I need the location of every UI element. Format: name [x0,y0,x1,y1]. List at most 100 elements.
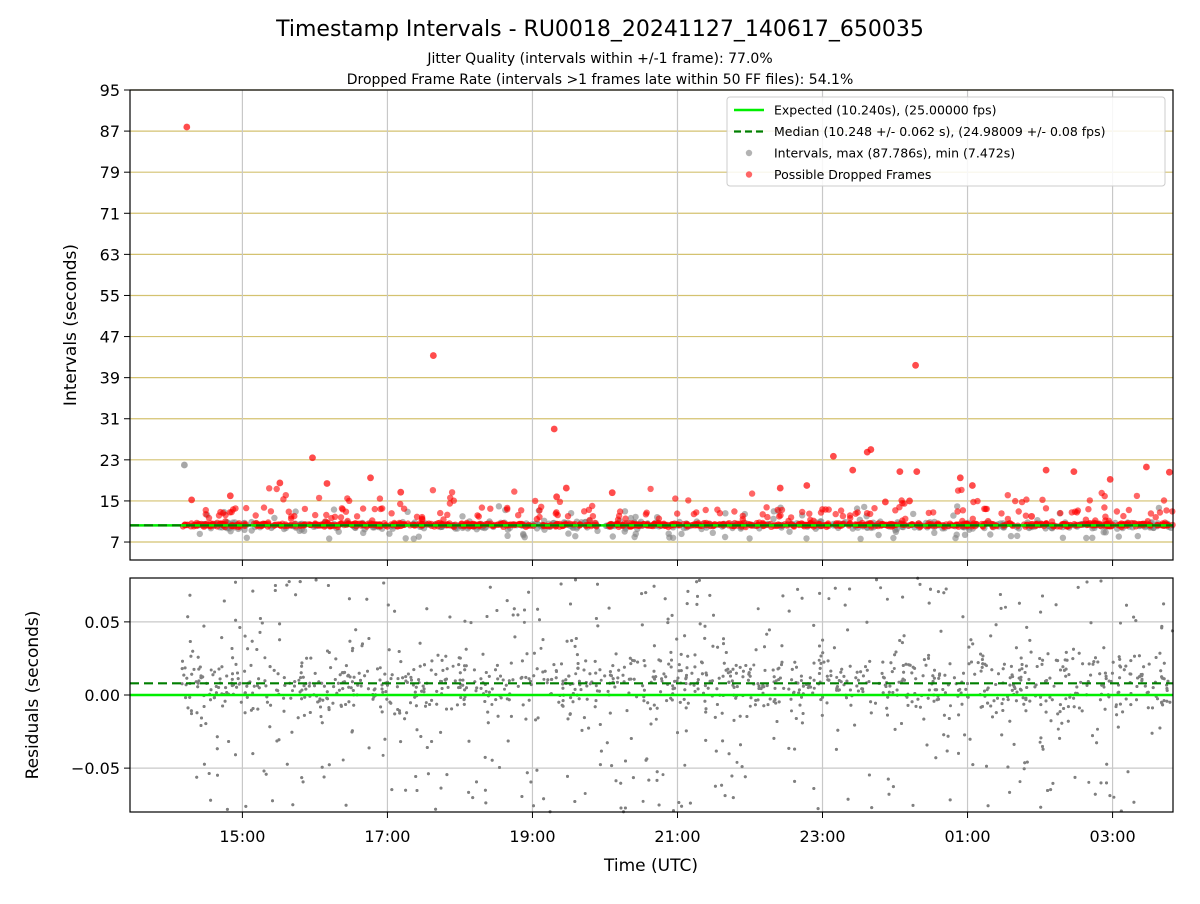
residual-point [404,675,407,678]
residual-point [1099,698,1102,701]
residual-point [383,673,386,676]
residual-point [1051,698,1054,701]
residual-point [991,715,994,718]
residual-point [686,666,689,669]
residual-point [517,685,520,688]
residual-point [586,698,589,701]
dropped-frame-point [1099,490,1105,496]
residual-point [835,689,838,692]
residual-point [1028,639,1031,642]
dropped-frame-outlier-point [777,485,784,492]
residual-point [299,676,302,679]
residual-point [776,720,779,723]
residual-point [733,686,736,689]
residual-point [273,669,276,672]
residual-point [697,687,700,690]
residual-point [698,579,701,582]
residual-point [723,662,726,665]
residuals-y-ticks: −0.050.000.05 [71,613,130,778]
residual-point [581,729,584,732]
residual-point [445,773,448,776]
residual-point [523,621,526,624]
residual-point [1020,676,1023,679]
residual-point [529,781,532,784]
legend-dot-swatch [746,150,752,156]
dropped-frame-point [261,504,267,510]
residual-point [1018,602,1021,605]
dropped-frame-point [1023,496,1029,502]
residual-point [419,665,422,668]
residual-point [195,776,198,779]
interval-point [459,513,465,519]
residual-point [1095,741,1098,744]
residual-point [1024,709,1027,712]
residual-point [1117,726,1120,729]
residual-point [1161,676,1164,679]
residual-point [491,759,494,762]
residual-point [426,746,429,749]
residual-point [511,678,514,681]
residual-point [694,690,697,693]
residual-point [596,583,599,586]
residual-point [1008,684,1011,687]
residual-point [1104,708,1107,711]
residual-point [327,706,330,709]
residual-point [761,685,764,688]
residual-point [1078,652,1081,655]
dropped-frame-point [1157,509,1163,515]
residual-point [835,748,838,751]
residual-point [1007,698,1010,701]
residual-point [690,672,693,675]
residual-point [967,646,970,649]
interval-point [678,531,684,537]
residual-point [219,677,222,680]
dropped-frame-point [532,498,538,504]
residual-point [874,702,877,705]
interval-point [403,535,409,541]
residual-point [313,684,316,687]
dropped-frame-point [206,515,212,521]
dropped-frame-point [777,512,783,518]
residual-point [870,711,873,714]
residual-point [486,711,489,714]
interval-point [962,532,968,538]
legend-label: Intervals, max (87.786s), min (7.472s) [774,146,1015,161]
residual-point [611,664,614,667]
dropped-frame-outlier-point [563,485,570,492]
residual-point [1100,580,1103,583]
residual-point [845,680,848,683]
residual-point [594,660,597,663]
residual-point [728,752,731,755]
residual-point [368,746,371,749]
residual-point [996,697,999,700]
residual-point [1081,709,1084,712]
residual-point [309,657,312,660]
residual-point [255,648,258,651]
dropped-frame-point [354,513,360,519]
residual-point [224,686,227,689]
dropped-frame-point [1120,513,1126,519]
residual-point [919,583,922,586]
residual-point [1072,697,1075,700]
dropped-frame-outlier-point [430,352,437,359]
residual-point [971,763,974,766]
residual-point [282,697,285,700]
residual-point [323,776,326,779]
residual-point [990,668,993,671]
residual-point [211,673,214,676]
residual-point [1060,722,1063,725]
residual-point [569,603,572,606]
residuals-y-tick-label: −0.05 [71,759,120,778]
dropped-frame-point [984,506,990,512]
residual-point [833,646,836,649]
residual-point [649,707,652,710]
residual-point [834,587,837,590]
residual-point [315,579,318,582]
dropped-frame-outlier-point [896,468,903,475]
residual-point [560,583,563,586]
residual-point [1025,697,1028,700]
dropped-frame-outlier-point [1166,469,1173,476]
residual-point [980,706,983,709]
